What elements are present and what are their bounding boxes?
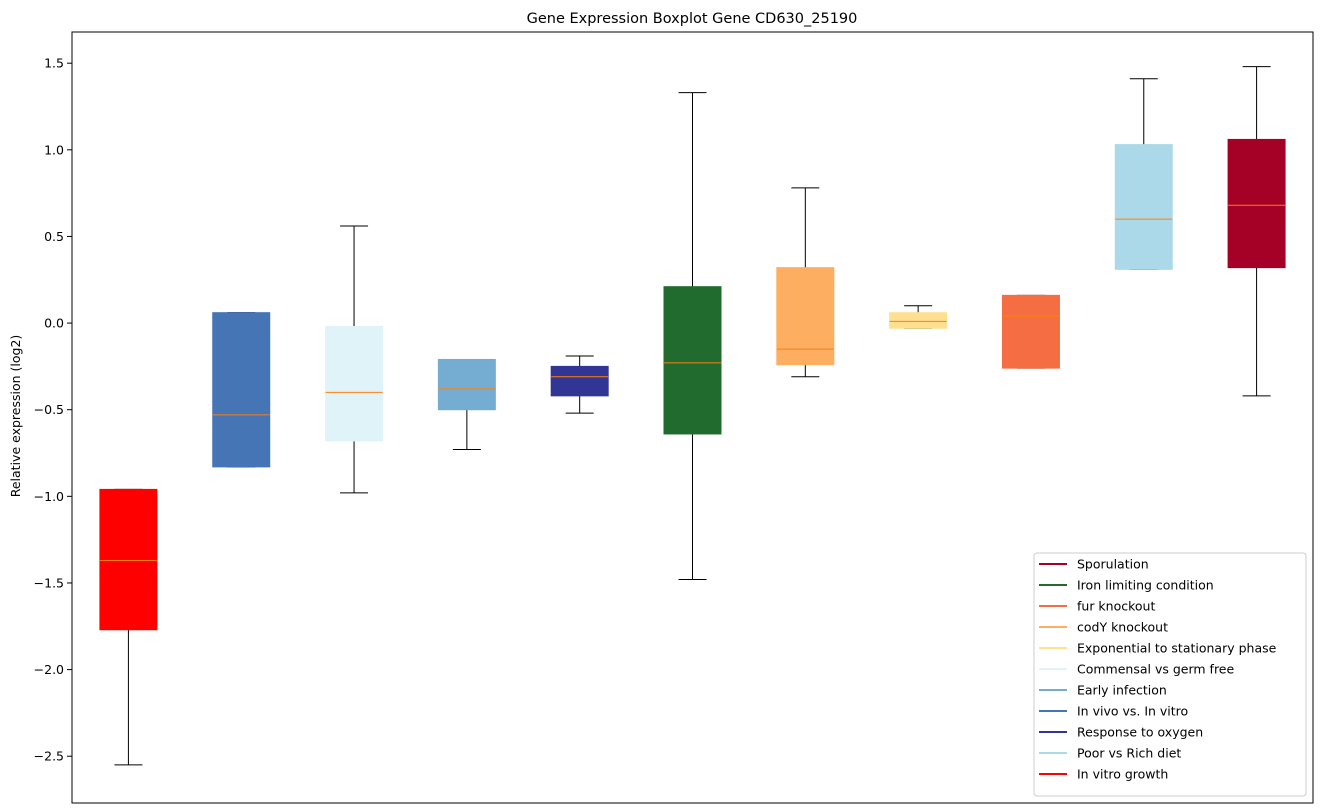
legend-label: In vitro growth <box>1077 767 1168 782</box>
legend-label: Poor vs Rich diet <box>1077 746 1181 761</box>
box-body <box>663 286 722 435</box>
y-axis-ticks: 1.5 1.0 0.5 0.0 −0.5 −1.0 −1.5 −2.0 −2.5 <box>34 56 72 764</box>
legend-label: Exponential to stationary phase <box>1077 641 1277 656</box>
box-4 <box>437 358 496 451</box>
box-5 <box>550 355 609 414</box>
y-tick-label: −0.5 <box>34 402 64 417</box>
legend-label: Early infection <box>1077 683 1167 698</box>
y-tick-label: 0.5 <box>44 229 64 244</box>
box-11 <box>1227 66 1286 397</box>
box-body <box>550 365 609 397</box>
legend-frame <box>1033 552 1307 797</box>
y-tick-label: 1.0 <box>44 142 64 157</box>
legend-label: Sporulation <box>1077 557 1149 572</box>
legend-label: Iron limiting condition <box>1077 578 1214 593</box>
box-3 <box>325 225 384 494</box>
box-body <box>889 312 948 329</box>
box-body <box>1001 294 1060 369</box>
box-6 <box>663 92 722 580</box>
box-body <box>1227 138 1286 269</box>
legend-label: fur knockout <box>1077 599 1155 614</box>
y-tick-label: −2.0 <box>34 662 64 677</box>
legend-label: Commensal vs germ free <box>1077 662 1234 677</box>
plot-frame <box>71 31 1314 804</box>
y-tick-label: 1.5 <box>44 56 64 71</box>
box-body <box>212 312 271 468</box>
box-body <box>437 358 496 411</box>
box-10 <box>1114 78 1173 270</box>
y-tick-label: −2.5 <box>34 749 64 764</box>
y-axis-label: Relative expression (log2) <box>8 335 23 498</box>
legend-label: codY knockout <box>1077 620 1168 635</box>
box-body <box>99 488 158 631</box>
box-1 <box>99 488 158 766</box>
legend-label: Response to oxygen <box>1077 725 1203 740</box>
legend-label: In vivo vs. In vitro <box>1077 704 1188 719</box>
box-2 <box>212 312 271 468</box>
y-tick-label: 0.0 <box>44 316 64 331</box>
box-7 <box>776 187 835 378</box>
box-body <box>776 267 835 366</box>
box-9 <box>1001 294 1060 369</box>
y-tick-label: −1.0 <box>34 489 64 504</box>
box-body <box>1114 144 1173 270</box>
box-series <box>99 66 1286 766</box>
box-8 <box>889 305 948 329</box>
chart-title: Gene Expression Boxplot Gene CD630_25190 <box>527 11 858 27</box>
y-tick-label: −1.5 <box>34 575 64 590</box>
box-body <box>325 326 384 442</box>
legend: Sporulation Iron limiting condition fur kn… <box>1033 552 1307 797</box>
